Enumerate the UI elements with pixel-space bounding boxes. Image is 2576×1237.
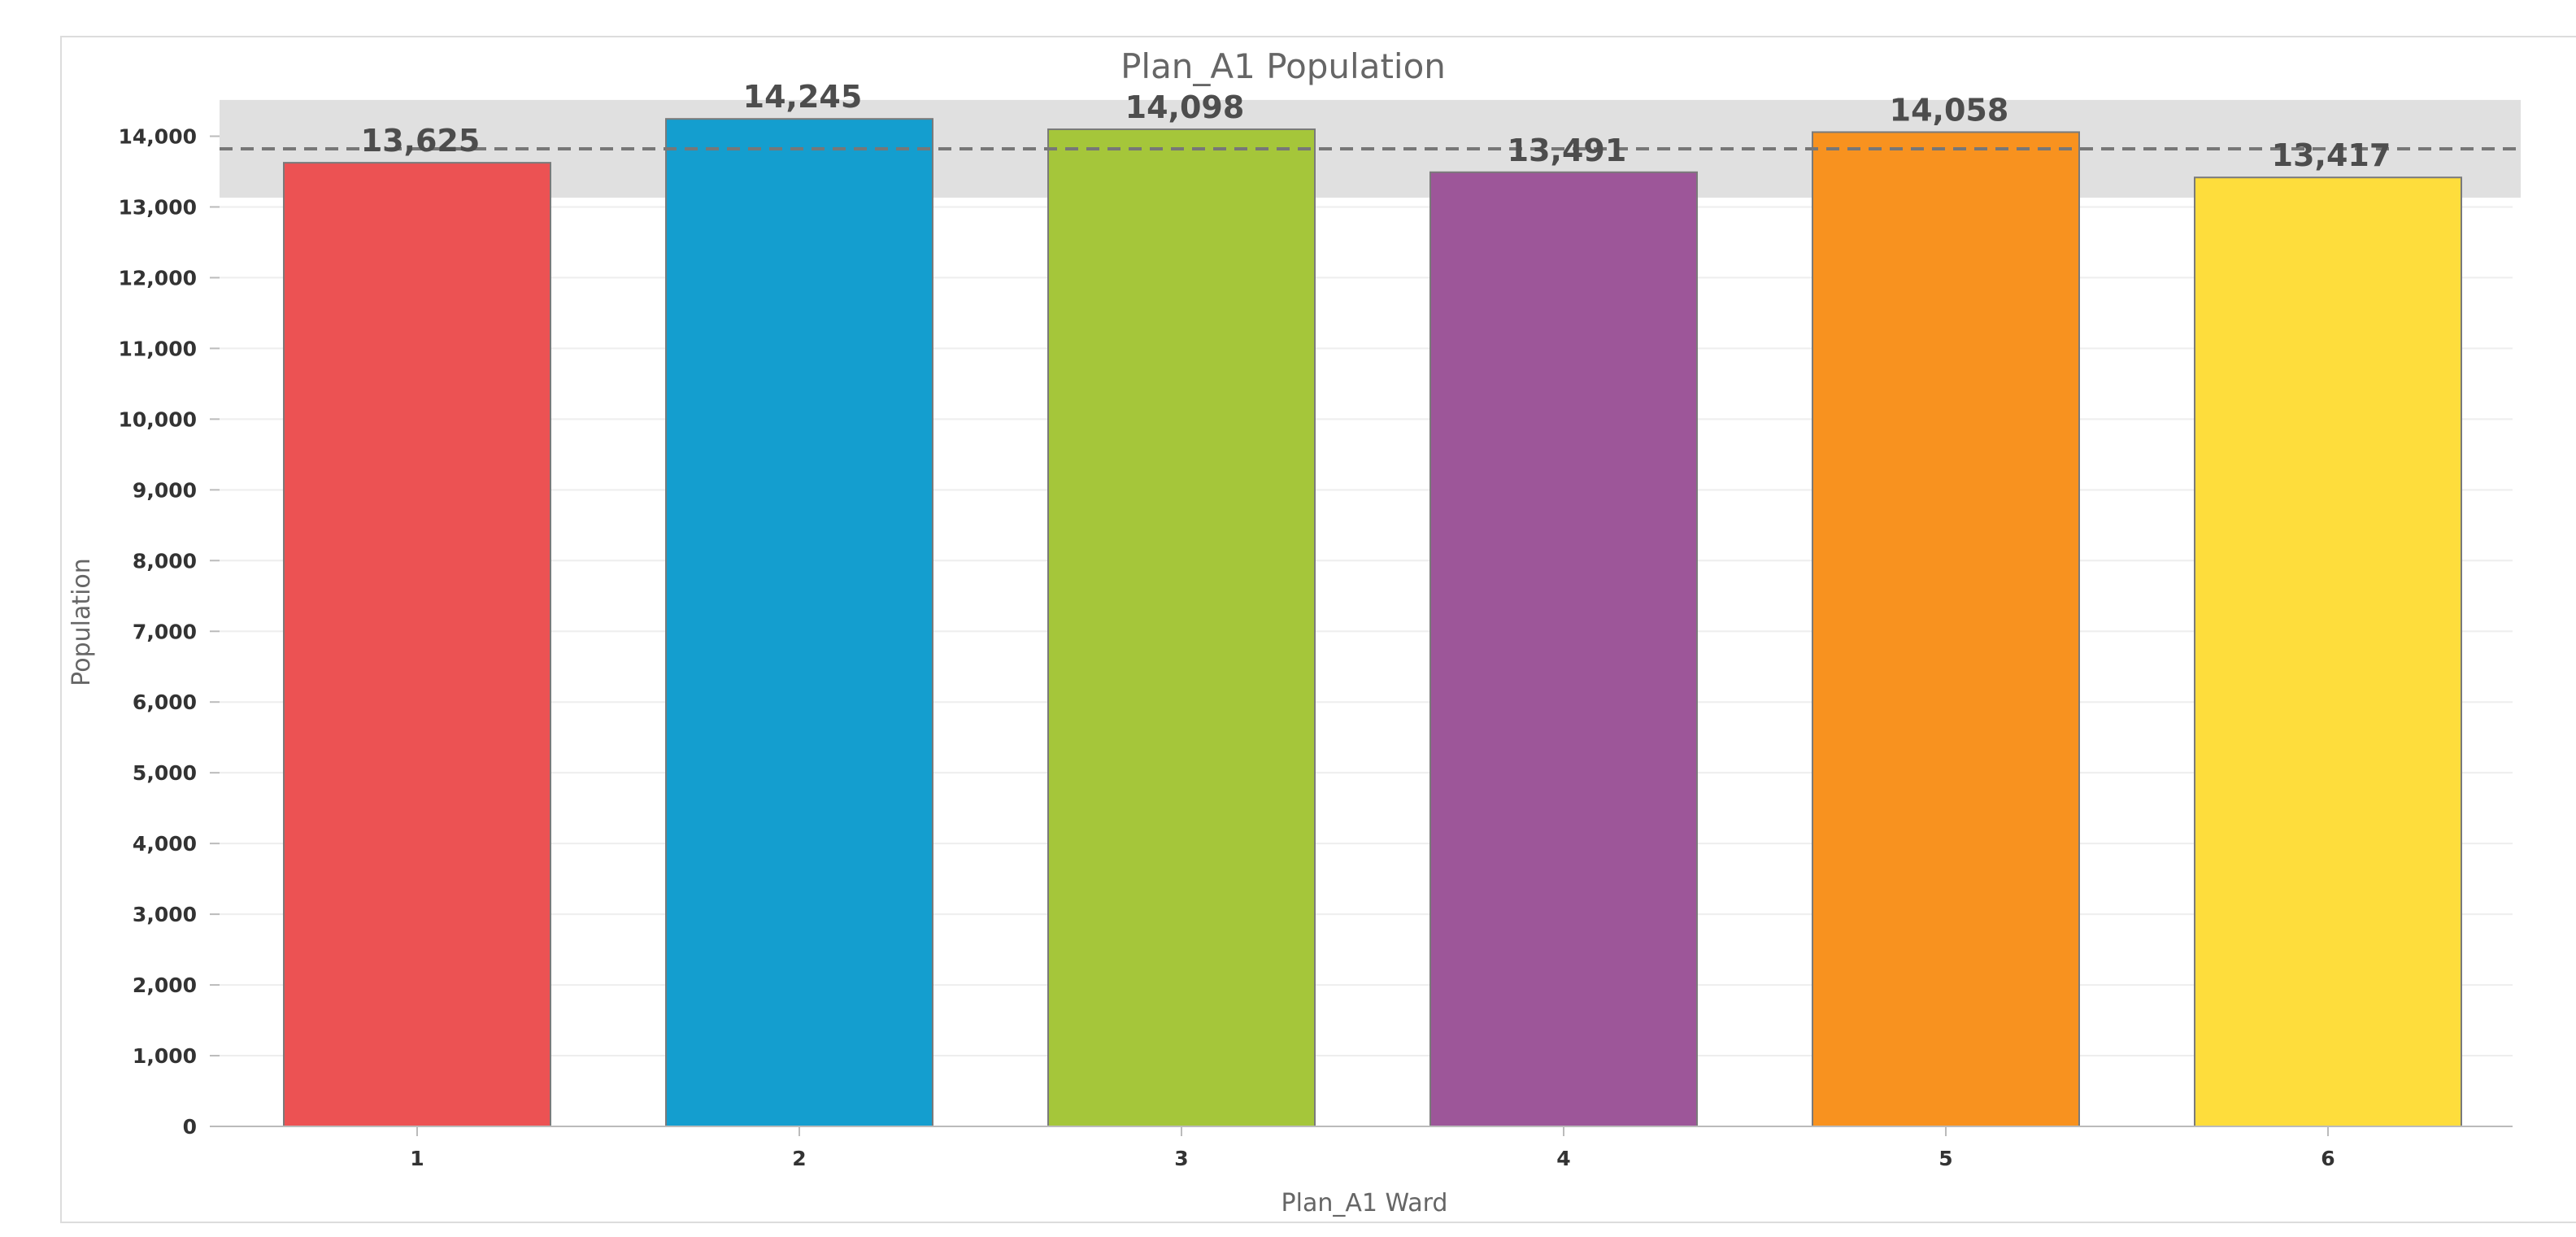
x-tick-label: 4 xyxy=(1556,1147,1570,1170)
x-axis-title: Plan_A1 Ward xyxy=(1281,1189,1448,1217)
bar-ward-5 xyxy=(1812,131,2080,1128)
data-label: 13,417 xyxy=(2272,137,2391,173)
y-tick-label: 7,000 xyxy=(133,620,197,643)
gridlines xyxy=(220,135,2513,1057)
x-tick-label: 1 xyxy=(410,1147,424,1170)
y-tick-label: 11,000 xyxy=(119,337,197,360)
y-tick-label: 1,000 xyxy=(133,1044,197,1068)
x-tick-label: 3 xyxy=(1174,1147,1188,1170)
x-axis-ticks: 1 2 3 4 5 6 xyxy=(410,1126,2335,1170)
y-axis-ticks: 0 1,000 2,000 3,000 4,000 5,000 6,000 7,000 8,00… xyxy=(119,125,220,1139)
bar-ward-4 xyxy=(1429,171,1698,1128)
y-tick-label: 9,000 xyxy=(133,478,197,502)
y-tick-label: 4,000 xyxy=(133,832,197,856)
bars xyxy=(283,118,2462,1128)
y-tick-label: 10,000 xyxy=(119,407,197,431)
chart-title: Plan_A1 Population xyxy=(1120,46,1446,86)
x-tick-label: 6 xyxy=(2321,1147,2334,1170)
y-tick-label: 8,000 xyxy=(133,549,197,573)
y-axis-title: Population xyxy=(67,558,96,686)
bar-ward-6 xyxy=(2194,176,2462,1127)
data-label: 14,098 xyxy=(1125,89,1245,125)
y-tick-label: 6,000 xyxy=(133,690,197,714)
x-tick-label: 5 xyxy=(1939,1147,1952,1170)
y-tick-label: 12,000 xyxy=(119,266,197,290)
data-label: 14,245 xyxy=(743,79,863,115)
data-label: 13,625 xyxy=(361,123,481,159)
data-label: 14,058 xyxy=(1890,92,2009,128)
data-labels: 13,625 14,245 14,098 13,491 14,058 13,417 xyxy=(361,79,2391,173)
bar-ward-1 xyxy=(283,162,551,1128)
y-tick-label: 14,000 xyxy=(119,125,197,149)
y-tick-label: 13,000 xyxy=(119,195,197,219)
y-tick-label: 3,000 xyxy=(133,903,197,926)
x-tick-label: 2 xyxy=(792,1147,806,1170)
y-tick-label: 0 xyxy=(183,1115,197,1139)
chart-frame xyxy=(60,36,2576,1223)
bar-ward-2 xyxy=(665,118,933,1128)
bar-ward-3 xyxy=(1047,128,1316,1127)
y-tick-label: 2,000 xyxy=(133,973,197,997)
y-tick-label: 5,000 xyxy=(133,761,197,785)
data-label: 13,491 xyxy=(1508,133,1627,168)
